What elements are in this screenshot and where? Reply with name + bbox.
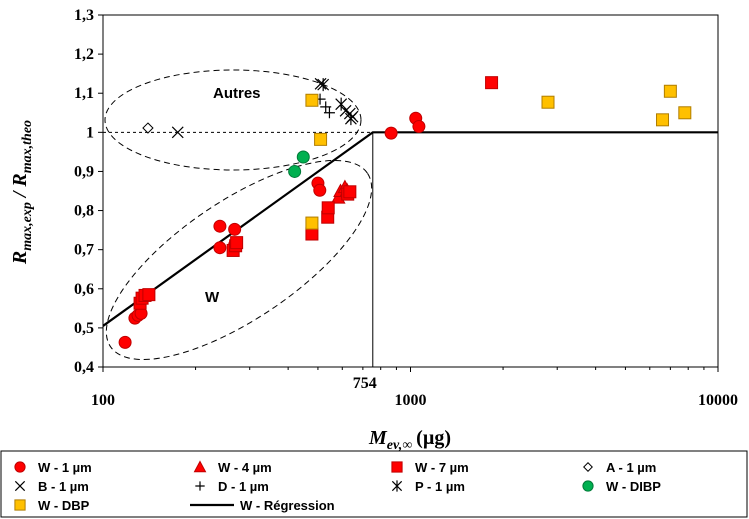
point-s2-9 [321,201,335,215]
legend-label: W - 4 µm [218,460,272,475]
point-s5-1 [320,101,332,113]
point-s0-6 [228,222,242,236]
point-s0-0 [118,335,132,349]
x-tick-label-754: 754 [353,375,377,392]
point-s8-6 [678,106,692,120]
point-s4-1 [314,77,327,90]
y-tick-label: 0,7 [74,242,94,259]
x-tick-label: 100 [91,392,115,409]
points-layer [118,76,692,349]
annotation-autres: Autres [213,85,261,102]
y-axis-title-slash: / [9,187,31,203]
point-s8-2 [314,132,328,146]
legend: W - 1 µm W - 4 µm W - 7 µm A - 1 µm B - 1 µm… [14,460,661,513]
ellipse-layer [104,69,373,361]
legend-label: D - 1 µm [218,479,269,494]
point-s8-0 [305,216,319,230]
point-s8-4 [656,113,670,127]
point-s0-10 [384,126,398,140]
y-axis-title-r1: R [9,251,31,265]
legend-marker [14,499,26,511]
legend-label: B - 1 µm [38,479,89,494]
x-tick-label: 1000 [395,392,427,409]
y-tick-label: 0,4 [74,359,94,376]
legend-marker [193,460,207,473]
y-tick-label: 1,2 [74,46,94,63]
x-axis-title: Mev,∞ (µg) [368,427,451,453]
x-axis-title-unit: (µg) [416,427,451,449]
y-axis-title-s2: max,theo [20,120,35,173]
legend-label: W - Régression [240,498,335,513]
point-s0-5 [213,219,227,233]
legend-label: W - 1 µm [38,460,92,475]
legend-marker [391,480,403,492]
legend-box [0,450,748,518]
line-layer [102,131,718,327]
point-s3-0 [142,122,154,134]
y-tick-label: 1,1 [74,85,94,102]
w-ellipse [105,159,373,361]
y-tick-label: 0,9 [74,163,94,180]
point-s0-9 [313,183,327,197]
point-s7-1 [296,150,310,164]
legend-marker [583,462,593,472]
x-tick-label: 10000 [698,392,738,409]
x-axis-title-sub: ev,∞ [387,438,412,453]
annotation-w: W [205,289,220,306]
point-s8-5 [663,84,677,98]
y-tick-label: 0,5 [74,320,94,337]
autres-ellipse [104,69,362,171]
legend-label: W - DBP [38,498,90,513]
point-s8-1 [305,93,319,107]
point-s0-12 [412,119,426,133]
legend-label: P - 1 µm [415,479,465,494]
point-s6-0 [317,78,330,92]
point-s2-7 [305,227,319,241]
point-s0-4 [213,241,227,255]
y-tick-label: 1,3 [74,7,94,24]
plot-area [102,14,719,368]
legend-label: W - 7 µm [415,460,469,475]
point-s2-6 [230,236,244,250]
y-axis-title: Rmax,exp / Rmax,theo [9,120,35,265]
point-s2-11 [343,185,357,199]
y-tick-label: 0,8 [74,203,94,220]
legend-marker [14,480,26,492]
point-s8-3 [541,95,555,109]
point-s6-1 [335,97,348,111]
legend-label: W - DIBP [606,479,661,494]
legend-marker [195,481,205,491]
point-s6-2 [344,112,357,126]
point-s2-3 [142,288,156,302]
x-axis-title-main: M [368,427,388,449]
legend-marker [391,461,403,473]
y-axis-title-s1: max,exp [20,202,35,251]
ticks-layer: 0,4 0,5 0,6 0,7 0,8 0,9 1 1,1 1,2 1,3 100 1000 10000… [74,7,738,409]
point-s2-12 [485,76,499,90]
y-tick-label: 1 [86,124,94,141]
point-s4-0 [171,126,184,139]
y-tick-label: 0,6 [74,281,94,298]
point-s7-0 [288,164,302,178]
legend-marker [14,461,26,473]
legend-marker [582,480,594,492]
point-s5-2 [323,107,335,119]
regression-line [102,131,718,327]
legend-label: A - 1 µm [606,460,656,475]
y-axis-title-r2: R [9,173,31,187]
